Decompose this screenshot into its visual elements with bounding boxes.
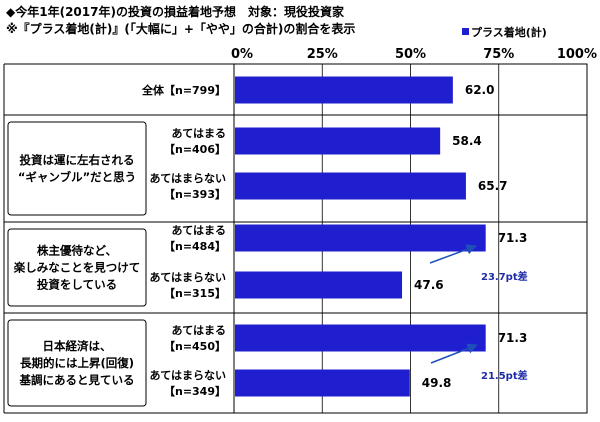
- group-label: 基調にあると見ている: [19, 373, 135, 387]
- row-label: あてはまる: [171, 127, 226, 140]
- value-label: 58.4: [452, 134, 482, 148]
- group-label: 投資は運に左右される: [20, 153, 135, 167]
- value-label: 65.7: [478, 179, 508, 193]
- row-label: あてはまらない: [149, 172, 226, 185]
- difference-note: 21.5pt差: [481, 369, 528, 382]
- row-label: あてはまらない: [149, 271, 226, 284]
- row-sample-size: 【n=393】: [164, 188, 226, 201]
- difference-note: 23.7pt差: [481, 270, 528, 283]
- row-sample-size: 【n=406】: [164, 143, 226, 156]
- x-tick-label: 50%: [395, 47, 426, 62]
- x-tick-label: 0%: [231, 47, 253, 62]
- row-label: 全体【n=799】: [141, 83, 226, 97]
- group-box: [7, 228, 147, 307]
- row-label: あてはまらない: [149, 369, 226, 382]
- legend: プラス着地(計): [462, 24, 547, 40]
- group-label: 株主優待など、: [37, 244, 117, 258]
- row-sample-size: 【n=349】: [164, 385, 226, 398]
- difference-arrow: [430, 343, 478, 364]
- value-label: 49.8: [422, 376, 452, 390]
- group-label: 日本経済は、: [43, 339, 112, 353]
- legend-swatch: [462, 28, 469, 35]
- title-line-1: ◆今年1年(2017年)の投資の損益着地予想 対象：現役投資家: [6, 5, 344, 19]
- x-tick-label: 25%: [307, 47, 338, 62]
- bar: [235, 172, 466, 200]
- bar: [235, 369, 410, 397]
- row-label: あてはまる: [171, 224, 226, 237]
- row-sample-size: 【n=450】: [164, 340, 226, 353]
- legend-label: プラス着地(計): [471, 26, 547, 39]
- value-label: 47.6: [414, 278, 444, 292]
- x-tick-label: 75%: [483, 47, 514, 62]
- difference-arrow: [429, 244, 477, 264]
- value-label: 71.3: [498, 331, 528, 345]
- bar: [235, 271, 403, 299]
- bar: [235, 76, 453, 104]
- value-label: 62.0: [465, 83, 495, 97]
- x-tick-label: 100%: [557, 47, 597, 62]
- row-label: あてはまる: [171, 324, 226, 337]
- group-label: 長期的には上昇(回復): [20, 356, 134, 370]
- bar: [235, 224, 486, 252]
- group-label: “ギャンブル”だと思う: [18, 170, 136, 184]
- bar: [235, 127, 441, 155]
- group-box: [7, 319, 147, 407]
- row-sample-size: 【n=484】: [164, 240, 226, 253]
- bar: [235, 324, 486, 352]
- value-label: 71.3: [498, 231, 528, 245]
- row-sample-size: 【n=315】: [164, 287, 226, 300]
- group-label: 投資をしている: [37, 278, 117, 292]
- chart-title: ◆今年1年(2017年)の投資の損益着地予想 対象：現役投資家 ※『プラス着地(…: [6, 4, 355, 38]
- title-line-2: ※『プラス着地(計)』(「大幅に」+「やや」の合計)の割合を表示: [6, 22, 356, 36]
- group-box: [7, 121, 147, 216]
- group-label: 楽しみなことを見つけて: [13, 261, 141, 275]
